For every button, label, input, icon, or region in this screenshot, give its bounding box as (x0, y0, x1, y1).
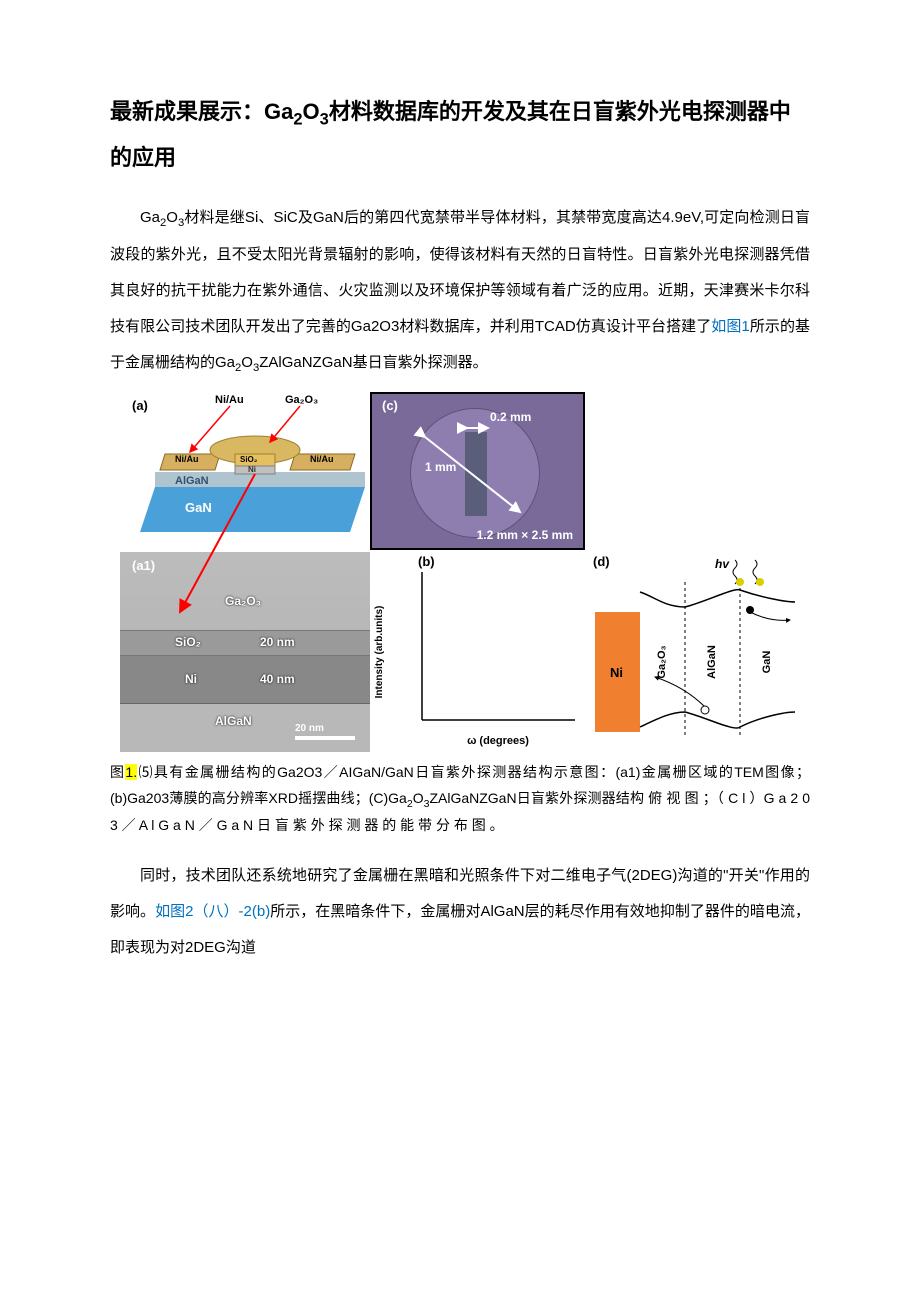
tem-scale-label: 20 nm (295, 723, 324, 734)
panel-d-svg: Ni hv Ga₂O₃ Al (585, 552, 800, 750)
p1-seg: 材料是继Si、SiC及GaN后的第四代宽禁带半导体材料，其禁带宽度高达4.9eV… (110, 209, 810, 335)
tem-lbl-ni: Ni (185, 672, 197, 686)
d-elec-arrow (750, 612, 790, 620)
title-seg: O (303, 99, 320, 124)
p1-seg: ZAlGaNZGaN基日盲紫外探测器。 (259, 354, 487, 371)
p1-seg: O (166, 209, 178, 226)
lbl-niau-r: Ni/Au (310, 454, 334, 464)
d-elec-icon (746, 606, 754, 614)
d-hole-icon (701, 706, 709, 714)
tem-layer-algan (120, 704, 370, 752)
d-band-bot (640, 712, 795, 728)
tem-lbl-algan: AlGaN (215, 714, 252, 728)
figure-panel-d: (d) Ni hv (585, 552, 800, 750)
layer-gan (140, 487, 365, 532)
cap-highlight: 1. (125, 764, 137, 780)
panel-b-svg: Intensity (arb.units) ω (degrees) (370, 552, 585, 750)
d-hole-arrow (655, 677, 705, 707)
panel-label-a: (a) (132, 398, 148, 413)
panel-a-svg: Ni/Au Ni/Au SiO₂ Ni AlGaN GaN (120, 392, 370, 552)
arrow-gao (270, 406, 300, 442)
tem-layer-sio2 (120, 630, 370, 656)
tem-scale-bar (295, 736, 355, 740)
d-sun-2 (756, 578, 764, 586)
lbl-ni: Ni (248, 465, 256, 474)
title-sub: 2 (293, 110, 302, 128)
tem-layer-gao (120, 552, 370, 630)
p1-seg: O (241, 354, 253, 371)
d-lbl-algan: AlGaN (706, 646, 718, 680)
title-seg: 最新成果展示：Ga (110, 99, 293, 124)
panel-label-b: (b) (418, 554, 435, 569)
panel-label-a1: (a1) (132, 558, 155, 573)
cap-seg: O (413, 790, 424, 806)
annot-niau: Ni/Au (215, 394, 244, 406)
lbl-niau-l: Ni/Au (175, 454, 199, 464)
tem-layer-ni (120, 656, 370, 704)
tem-lbl-sio2: SiO₂ (175, 635, 201, 649)
lbl-sio2: SiO₂ (240, 455, 258, 464)
paragraph-2: 同时，技术团队还系统地研究了金属栅在黑暗和光照条件下对二维电子气(2DEG)沟道… (110, 858, 810, 966)
d-band-top (640, 590, 795, 607)
d-lbl-gan: GaN (761, 651, 773, 674)
tem-lbl-sio2-th: 20 nm (260, 635, 295, 649)
figure-1-caption: 图1.⑸具有金属栅结构的Ga2O3／AIGaN/GaN日盲紫外探测器结构示意图：… (110, 760, 810, 838)
figure-panel-c: (c) 0.2 mm 1 mm 1.2 mm × 2.5 mm (370, 392, 585, 550)
title-sub: 3 (320, 110, 329, 128)
figure-2-link[interactable]: 如图2（八）-2(b) (155, 903, 270, 920)
lbl-gan: GaN (185, 500, 212, 515)
figure-panel-b: (b) Intensity (arb.units) ω (degrees) (370, 552, 585, 750)
b-ylabel: Intensity (arb.units) (374, 606, 385, 699)
panel-label-c: (c) (382, 398, 398, 413)
lbl-algan: AlGaN (175, 475, 209, 487)
d-sun-1 (736, 578, 744, 586)
article-title: 最新成果展示：Ga2O3材料数据库的开发及其在日盲紫外光电探测器中的应用 (110, 90, 810, 180)
figure-panel-a1: (a1) Ga₂O₃ SiO₂ 20 nm Ni 40 nm AlGaN 20 … (120, 552, 370, 752)
p1-seg: Ga (140, 209, 160, 226)
d-lbl-gao: Ga₂O₃ (656, 646, 668, 679)
figure-1: (a) Ni/Au Ga₂O₃ Ni/Au Ni/Au SiO₂ Ni (120, 392, 800, 752)
d-hv: hv (715, 557, 730, 571)
panel-c-arrows-svg (370, 392, 585, 550)
tem-lbl-ni-th: 40 nm (260, 672, 295, 686)
figure-1-link[interactable]: 如图1 (711, 318, 749, 335)
cap-lead: 图 (110, 764, 125, 780)
d-ni-label: Ni (610, 665, 623, 680)
panel-label-d: (d) (593, 554, 610, 569)
figure-panel-a: (a) Ni/Au Ga₂O₃ Ni/Au Ni/Au SiO₂ Ni (120, 392, 370, 552)
arrow-1mm (425, 437, 520, 512)
paragraph-1: Ga2O3材料是继Si、SiC及GaN后的第四代宽禁带半导体材料，其禁带宽度高达… (110, 200, 810, 382)
b-xlabel: ω (degrees) (467, 735, 529, 747)
tem-lbl-gao: Ga₂O₃ (225, 594, 261, 608)
annot-gao: Ga₂O₃ (285, 394, 318, 406)
